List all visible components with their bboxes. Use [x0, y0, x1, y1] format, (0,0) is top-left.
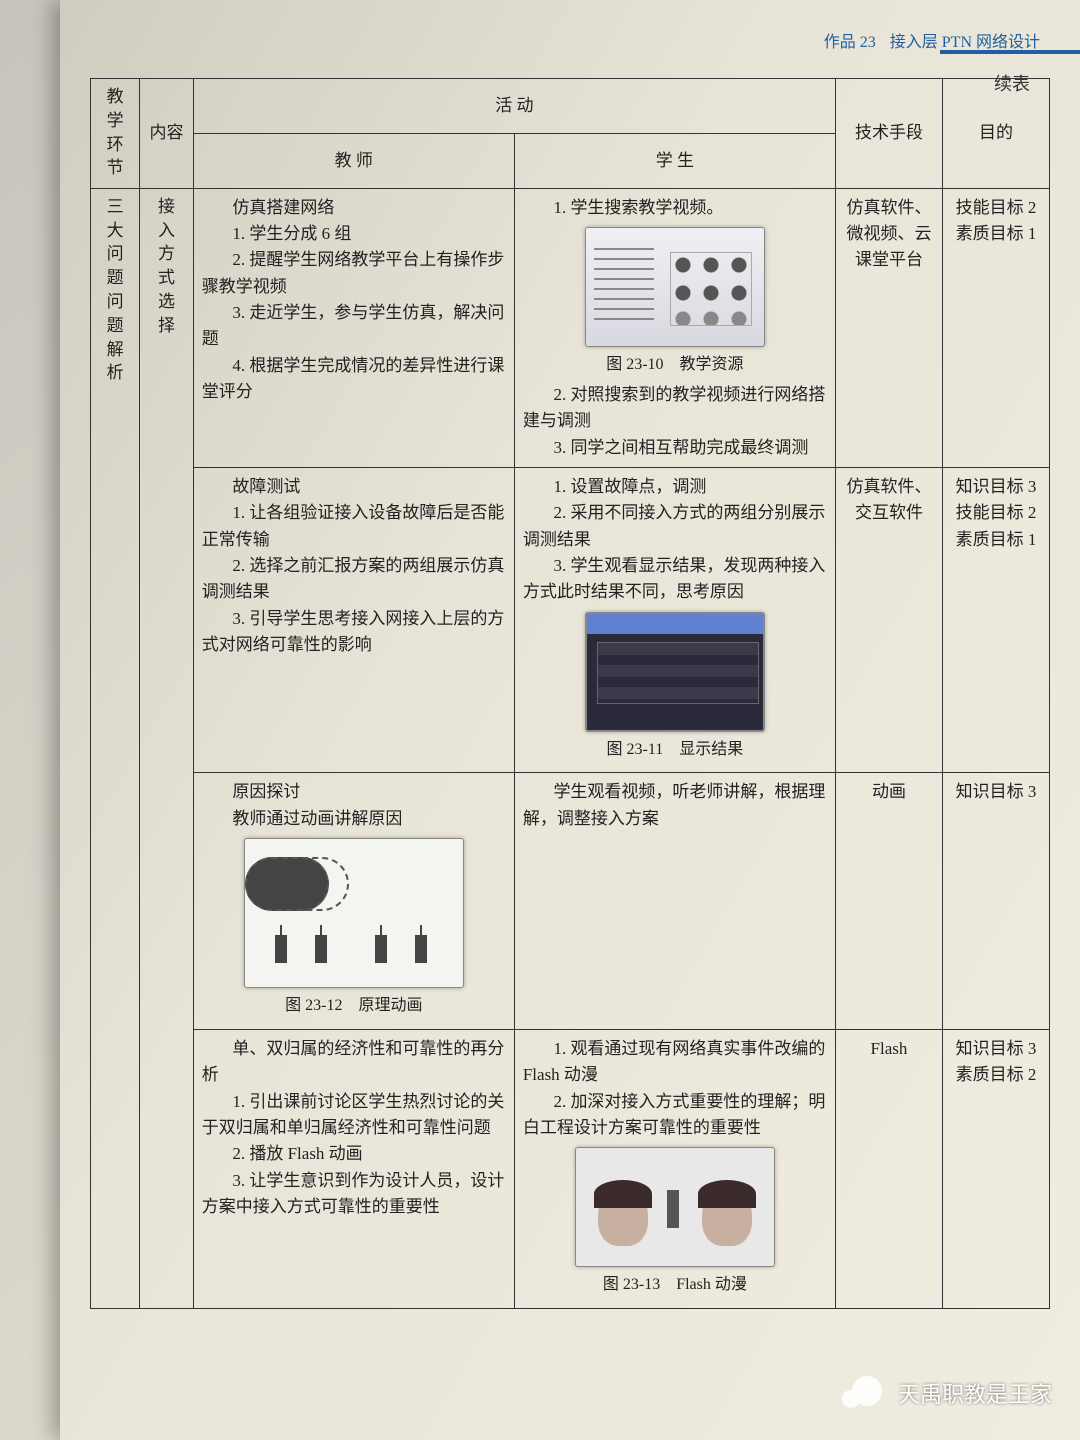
table-row: 故障测试 1. 让各组验证接入设备故障后是否能正常传输 2. 选择之前汇报方案的…: [91, 467, 1050, 773]
col-header-content: 内容: [140, 79, 194, 189]
work-title: 接入层 PTN 网络设计: [890, 34, 1040, 51]
goal-cell: 技能目标 2 素质目标 1: [942, 188, 1049, 467]
table-row: 单、双归属的经济性和可靠性的再分析 1. 引出课前讨论区学生热烈讨论的关于双归属…: [91, 1029, 1050, 1308]
student-cell: 1. 学生搜索教学视频。 图 23-10 教学资源 2. 对照搜索到的教学视频进…: [514, 188, 835, 467]
figure-caption: 图 23-12 原理动画: [202, 994, 506, 1019]
figure-thumbnail: [244, 838, 464, 988]
teacher-cell: 原因探讨 教师通过动画讲解原因 图 23-12 原理动画: [193, 773, 514, 1029]
col-header-tech: 技术手段: [835, 79, 942, 189]
goal-cell: 知识目标 3 技能目标 2 素质目标 1: [942, 467, 1049, 773]
stage-cell: 三大问题问题解析: [91, 188, 140, 1308]
teacher-cell: 仿真搭建网络 1. 学生分成 6 组 2. 提醒学生网络教学平台上有操作步骤教学…: [193, 188, 514, 467]
col-header-student: 学 生: [514, 133, 835, 188]
wechat-icon: [842, 1370, 888, 1416]
header-rule: [940, 50, 1080, 54]
figure-caption: 图 23-11 显示结果: [523, 738, 827, 763]
tech-cell: 仿真软件、微视频、云课堂平台: [835, 188, 942, 467]
figure-thumbnail: [585, 227, 765, 347]
figure-thumbnail: [575, 1147, 775, 1267]
table-row: 原因探讨 教师通过动画讲解原因 图 23-12 原理动画 学生观看视频，听老师讲…: [91, 773, 1050, 1029]
col-header-activity: 活 动: [193, 79, 835, 134]
teacher-cell: 故障测试 1. 让各组验证接入设备故障后是否能正常传输 2. 选择之前汇报方案的…: [193, 467, 514, 773]
page: 作品 23 接入层 PTN 网络设计 续表 教学环节 内容 活 动 技术手段 目…: [60, 0, 1080, 1440]
work-number: 作品 23: [824, 34, 876, 51]
figure-caption: 图 23-10 教学资源: [523, 353, 827, 378]
tech-cell: 仿真软件、交互软件: [835, 467, 942, 773]
tech-cell: Flash: [835, 1029, 942, 1308]
figure-thumbnail: [585, 612, 765, 732]
continue-label: 续表: [994, 70, 1030, 96]
teacher-cell: 单、双归属的经济性和可靠性的再分析 1. 引出课前讨论区学生热烈讨论的关于双归属…: [193, 1029, 514, 1308]
student-cell: 1. 设置故障点，调测 2. 采用不同接入方式的两组分别展示调测结果 3. 学生…: [514, 467, 835, 773]
figure-caption: 图 23-13 Flash 动漫: [523, 1273, 827, 1298]
content-cell: 接入方式选择: [140, 188, 194, 1308]
tech-cell: 动画: [835, 773, 942, 1029]
watermark: 天禹职教是王家: [842, 1370, 1052, 1416]
student-cell: 学生观看视频，听老师讲解，根据理解，调整接入方案: [514, 773, 835, 1029]
col-header-stage: 教学环节: [91, 79, 140, 189]
goal-cell: 知识目标 3 素质目标 2: [942, 1029, 1049, 1308]
table-row: 三大问题问题解析 接入方式选择 仿真搭建网络 1. 学生分成 6 组 2. 提醒…: [91, 188, 1050, 467]
chapter-header: 作品 23 接入层 PTN 网络设计: [824, 28, 1040, 52]
col-header-teacher: 教 师: [193, 133, 514, 188]
watermark-text: 天禹职教是王家: [898, 1377, 1052, 1409]
lesson-plan-table: 教学环节 内容 活 动 技术手段 目的 教 师 学 生 三大问题问题解析 接入方…: [90, 78, 1050, 1309]
goal-cell: 知识目标 3: [942, 773, 1049, 1029]
student-cell: 1. 观看通过现有网络真实事件改编的 Flash 动漫 2. 加深对接入方式重要…: [514, 1029, 835, 1308]
